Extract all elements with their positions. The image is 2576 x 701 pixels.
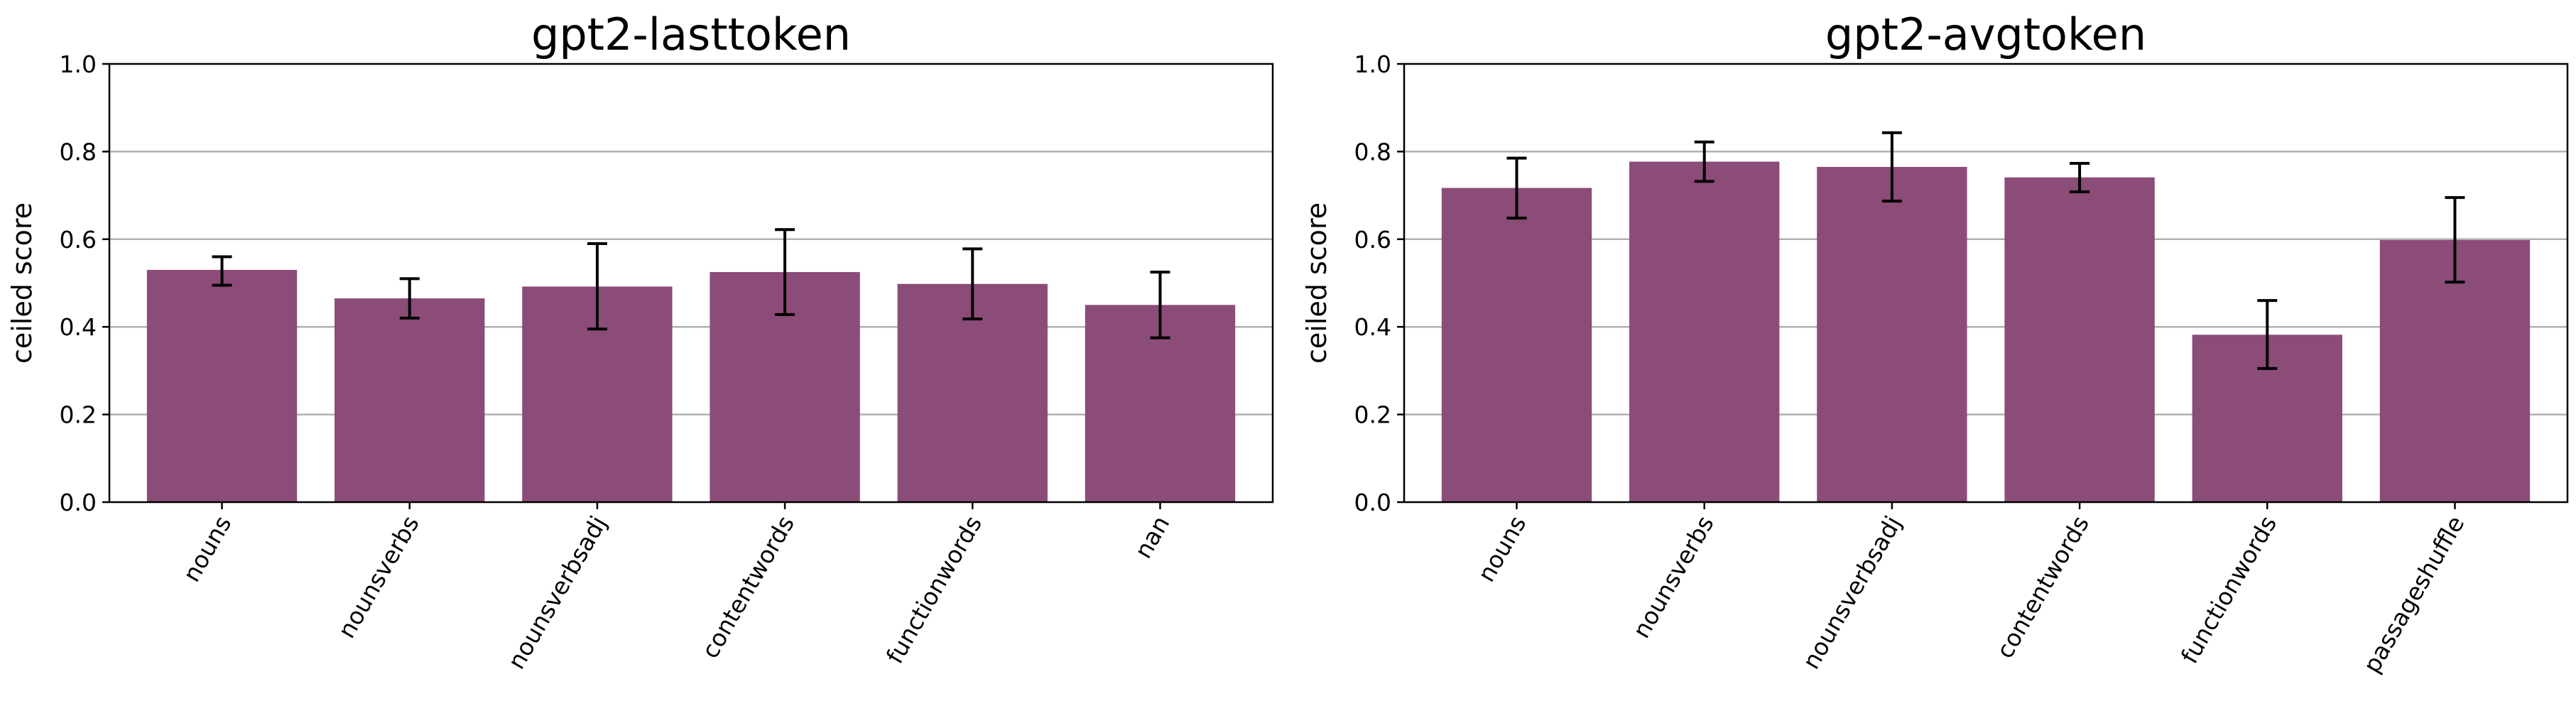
bar-nounsverbs xyxy=(1629,161,1780,502)
bar-passageshuffle xyxy=(2379,240,2531,502)
axes-frame xyxy=(1403,63,2569,504)
error-bar-nounsverbsadj xyxy=(587,241,607,331)
error-bar-nan xyxy=(1150,271,1170,339)
x-tick-label-nounsverbsadj: nounsverbsadj xyxy=(502,511,612,674)
x-tick-label-nounsverbs: nounsverbs xyxy=(332,511,425,643)
x-tick-label-nouns: nouns xyxy=(178,511,237,587)
x-tick-label-nounsverbsadj: nounsverbsadj xyxy=(1797,511,1907,674)
bar-nounsverbsadj xyxy=(1817,166,1967,502)
bar-nounsverbs xyxy=(335,298,485,502)
bar-nouns xyxy=(1441,188,1592,502)
y-tick-label: 0.4 xyxy=(1354,313,1391,341)
y-tick-label: 0.2 xyxy=(1354,401,1391,429)
x-tick-label-contentwords: contentwords xyxy=(1991,511,2094,663)
axes-frame xyxy=(108,63,1274,504)
y-tick-label: 0.8 xyxy=(1354,138,1391,165)
error-bar-contentwords xyxy=(775,228,795,316)
chart-panel-1: 0.0 0.2 0.4 0.6 0.8 1.0 nouns nounsverbs nounsve… xyxy=(6,9,1274,674)
chart-title: gpt2-lasttoken xyxy=(531,9,851,60)
bar-nouns xyxy=(146,269,298,502)
error-bar-nouns xyxy=(212,255,232,287)
y-tick-label: 0.0 xyxy=(60,489,97,516)
bar-contentwords xyxy=(2004,177,2155,503)
error-bar-contentwords xyxy=(2070,162,2090,194)
y-tick-label: 0.6 xyxy=(1354,226,1391,254)
x-tick-label-passageshuffle: passageshuffle xyxy=(2358,511,2470,678)
y-tick-label: 1.0 xyxy=(60,50,97,78)
error-bar-nounsverbs xyxy=(399,277,420,320)
x-tick-label-nounsverbs: nounsverbs xyxy=(1627,511,1719,643)
y-tick-label: 0.4 xyxy=(60,313,97,341)
x-tick-label-functionwords: functionwords xyxy=(2175,511,2282,668)
y-tick-label: 0.6 xyxy=(60,226,97,254)
chart-title: gpt2-avgtoken xyxy=(1825,9,2146,60)
y-axis-label: ceiled score xyxy=(6,202,38,364)
y-axis-label: ceiled score xyxy=(1301,202,1332,364)
y-tick-label: 1.0 xyxy=(1354,50,1391,78)
error-bar-nouns xyxy=(1506,156,1527,220)
error-bar-functionwords xyxy=(2257,299,2278,370)
chart-panel-2: 0.0 0.2 0.4 0.6 0.8 1.0 nouns nounsverbs nounsve… xyxy=(1301,9,2569,678)
x-tick-label-nouns: nouns xyxy=(1472,511,1532,587)
x-tick-label-functionwords: functionwords xyxy=(881,511,987,668)
error-bar-nounsverbs xyxy=(1694,140,1714,183)
y-tick-label: 0.0 xyxy=(1354,489,1391,516)
y-tick-label: 0.2 xyxy=(60,401,97,429)
x-tick-label-nan: nan xyxy=(1129,511,1175,563)
y-tick-label: 0.8 xyxy=(60,138,97,165)
error-bar-passageshuffle xyxy=(2445,196,2465,284)
error-bar-nounsverbsadj xyxy=(1881,131,1902,203)
x-tick-label-contentwords: contentwords xyxy=(696,511,800,663)
error-bar-functionwords xyxy=(962,247,983,321)
